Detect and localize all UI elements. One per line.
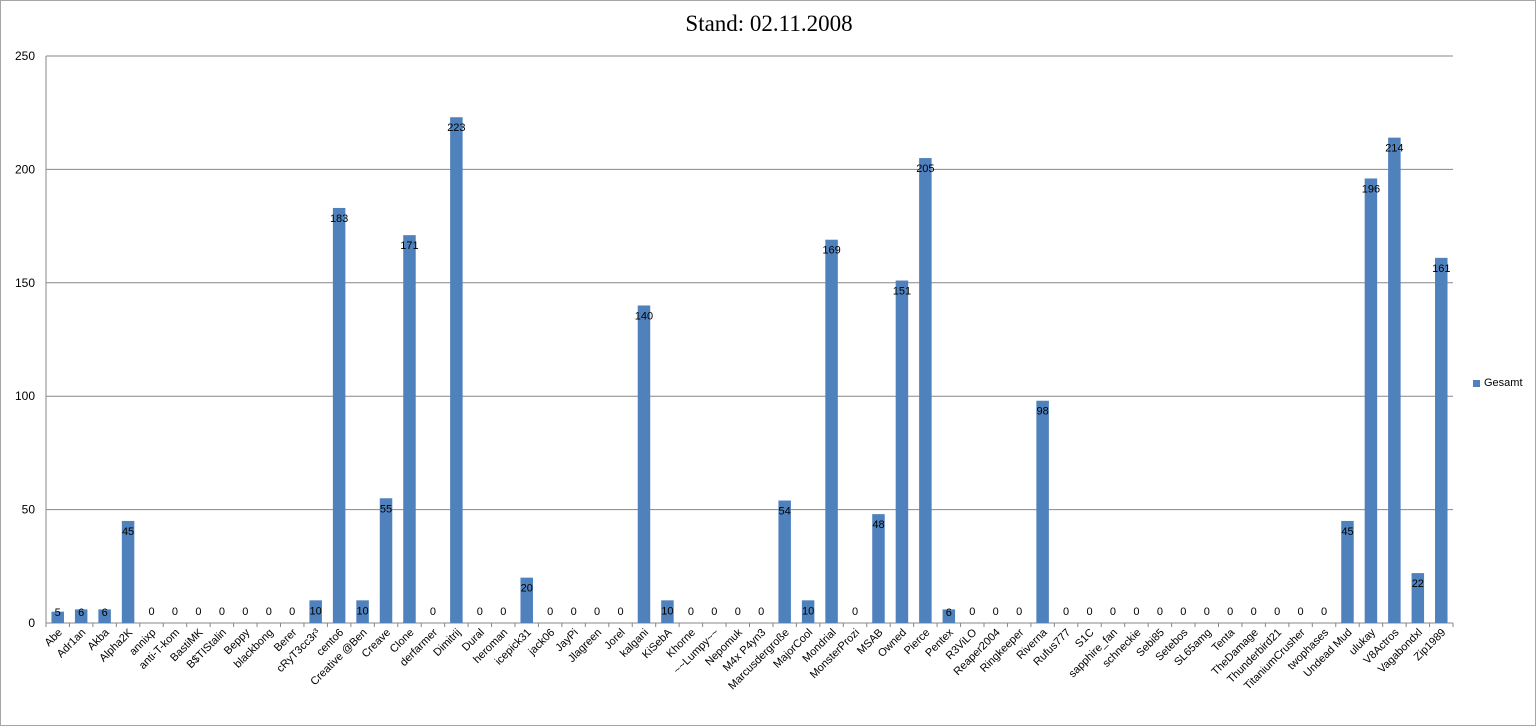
- data-label: 6: [946, 607, 952, 619]
- data-label: 0: [219, 606, 225, 618]
- data-label: 171: [400, 240, 418, 252]
- data-label: 0: [711, 606, 717, 618]
- x-tick-label: jack06: [526, 627, 558, 659]
- data-label: 22: [1412, 578, 1424, 590]
- data-label: 196: [1362, 183, 1380, 195]
- data-label: 0: [1251, 606, 1257, 618]
- bar: [1364, 178, 1378, 624]
- data-label: 0: [289, 606, 295, 618]
- data-label: 0: [688, 606, 694, 618]
- data-label: 45: [122, 526, 134, 538]
- y-tick-label: 150: [15, 276, 35, 290]
- data-label: 0: [758, 606, 764, 618]
- y-tick-label: 250: [15, 49, 35, 63]
- data-label: 0: [1016, 606, 1022, 618]
- data-label: 6: [102, 607, 108, 619]
- bar: [98, 609, 111, 623]
- bar: [450, 117, 463, 624]
- data-label: 0: [500, 606, 506, 618]
- data-label: 0: [1204, 606, 1210, 618]
- data-label: 0: [172, 606, 178, 618]
- data-label: 0: [1086, 606, 1092, 618]
- data-label: 5: [55, 607, 61, 619]
- y-tick-label: 100: [15, 389, 35, 403]
- bar: [1341, 520, 1354, 623]
- data-label: 6: [78, 607, 84, 619]
- legend-label: Gesamt: [1484, 377, 1523, 389]
- bar: [801, 600, 815, 623]
- data-label: 140: [635, 310, 653, 322]
- bar: [661, 600, 674, 623]
- bar: [121, 520, 135, 623]
- data-label: 0: [852, 606, 858, 618]
- data-label: 0: [195, 606, 201, 618]
- bar: [1435, 257, 1448, 623]
- data-label: 0: [148, 606, 154, 618]
- bar: [1388, 137, 1401, 623]
- data-label: 183: [330, 213, 348, 225]
- data-label: 10: [802, 605, 814, 617]
- data-label: 223: [447, 122, 465, 134]
- bar: [51, 611, 64, 623]
- data-label: 0: [1157, 606, 1163, 618]
- data-label: 0: [1298, 606, 1304, 618]
- data-label: 161: [1432, 263, 1450, 275]
- data-label: 0: [1227, 606, 1233, 618]
- data-label: 0: [969, 606, 975, 618]
- data-label: 10: [356, 605, 368, 617]
- y-tick-label: 200: [15, 162, 35, 176]
- bar: [309, 600, 322, 623]
- bar: [825, 239, 838, 623]
- y-tick-label: 0: [28, 616, 35, 630]
- y-tick-label: 50: [22, 503, 36, 517]
- data-label: 0: [1180, 606, 1186, 618]
- bar: [520, 577, 533, 623]
- data-label: 45: [1341, 526, 1353, 538]
- bar: [895, 280, 909, 623]
- data-label: 0: [1133, 606, 1139, 618]
- data-label: 214: [1385, 143, 1403, 155]
- bar: [1411, 573, 1425, 623]
- data-label: 0: [571, 606, 577, 618]
- data-label: 55: [380, 503, 392, 515]
- bar: [356, 600, 369, 623]
- bar: [637, 305, 651, 623]
- bar: [942, 609, 956, 623]
- data-label: 169: [822, 245, 840, 257]
- bar: [379, 498, 393, 623]
- legend-swatch: [1473, 379, 1480, 387]
- data-label: 0: [547, 606, 553, 618]
- bar: [872, 514, 885, 623]
- data-label: 0: [477, 606, 483, 618]
- data-label: 0: [242, 606, 248, 618]
- bar: [403, 235, 416, 623]
- data-label: 0: [1063, 606, 1069, 618]
- data-label: 151: [893, 286, 911, 298]
- data-label: 0: [1110, 606, 1116, 618]
- data-label: 0: [993, 606, 999, 618]
- data-label: 205: [916, 163, 934, 175]
- bar: [74, 609, 88, 623]
- data-label: 0: [735, 606, 741, 618]
- bar: [332, 207, 346, 623]
- data-label: 20: [521, 583, 533, 595]
- data-label: 0: [1274, 606, 1280, 618]
- data-label: 0: [617, 606, 623, 618]
- data-label: 54: [779, 506, 791, 518]
- data-label: 10: [310, 605, 322, 617]
- bar: [919, 158, 932, 623]
- bar: [1036, 400, 1049, 623]
- bar: [778, 500, 791, 623]
- data-label: 0: [1321, 606, 1327, 618]
- data-label: 0: [430, 606, 436, 618]
- data-label: 48: [872, 519, 884, 531]
- data-label: 10: [661, 605, 673, 617]
- data-label: 98: [1037, 406, 1049, 418]
- data-label: 0: [266, 606, 272, 618]
- chart-title: Stand: 02.11.2008: [685, 11, 853, 36]
- legend: Gesamt: [1473, 377, 1523, 389]
- data-label: 0: [594, 606, 600, 618]
